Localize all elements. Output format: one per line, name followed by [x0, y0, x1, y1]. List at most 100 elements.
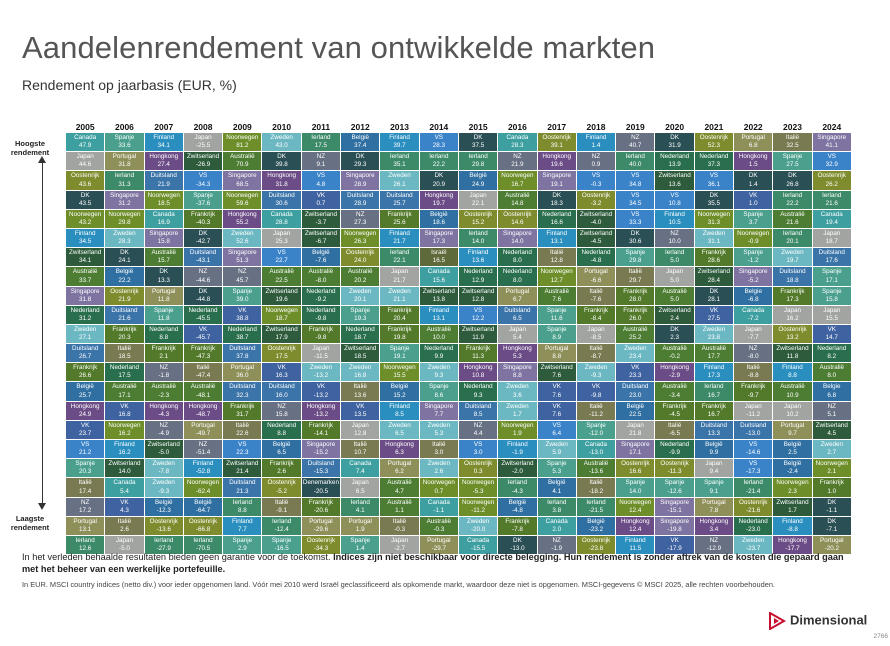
- return-cell: Ierland 31.3: [105, 171, 144, 190]
- cell-country: Zweden: [427, 421, 451, 429]
- return-cell: Noorwegen 18.7: [262, 305, 301, 324]
- cell-country: Australië: [426, 517, 452, 525]
- return-cell: Nederland -45.5: [183, 305, 223, 324]
- cell-country: Japan: [390, 536, 409, 544]
- cell-country: Zweden: [388, 421, 411, 429]
- cell-country: Duitsland: [229, 383, 256, 391]
- return-cell: België 6.5: [262, 440, 301, 459]
- highest-return-label: Hoogste rendement: [10, 139, 50, 157]
- return-cell: Hongkong 6.3: [380, 440, 419, 459]
- cell-country: Spanje: [625, 249, 646, 257]
- return-cell: NZ 15.8: [262, 401, 301, 420]
- return-cell: VK 7.6: [537, 382, 576, 401]
- cell-country: Finland: [74, 229, 96, 237]
- cell-return: 35.1: [393, 161, 406, 169]
- cell-return: -4.8: [590, 257, 602, 265]
- return-cell: Oostenrijk -21.6: [734, 497, 773, 516]
- cell-return: -43.1: [195, 257, 211, 265]
- cell-country: Frankrijk: [780, 287, 805, 295]
- cell-return: 17.5: [275, 353, 288, 361]
- cell-return: 8.8: [788, 372, 797, 380]
- cell-return: -6.8: [747, 295, 759, 303]
- cell-return: 16.2: [118, 449, 131, 457]
- cell-return: 20.1: [354, 295, 367, 303]
- cell-return: 9.3: [434, 372, 444, 380]
- return-cell: Oostenrijk -3.2: [576, 190, 616, 209]
- return-cell: Frankrijk 31.7: [223, 401, 262, 420]
- cell-return: 23.8: [707, 334, 721, 342]
- cell-return: 14.8: [511, 199, 524, 207]
- cell-return: 5.4: [120, 487, 129, 495]
- cell-country: Japan: [705, 460, 723, 468]
- cell-country: Spanje: [821, 287, 842, 295]
- cell-return: 37.3: [707, 161, 721, 169]
- cell-return: 17.5: [118, 372, 131, 380]
- return-cell: VK 16.8: [105, 401, 144, 420]
- cell-return: -0.2: [669, 353, 681, 361]
- cell-country: VK: [552, 402, 561, 410]
- year-header-2009: 2009: [232, 122, 252, 132]
- cell-return: -52.8: [195, 468, 211, 476]
- cell-return: -20.0: [470, 525, 486, 533]
- cell-return: -13.2: [313, 391, 329, 399]
- cell-country: Italië: [628, 268, 642, 276]
- cell-country: Nederland: [660, 153, 690, 161]
- cell-return: 18.7: [825, 238, 838, 246]
- cell-country: Zwitserland: [226, 460, 259, 468]
- return-cell: Spanje 5.3: [537, 459, 576, 478]
- cell-return: 6.5: [395, 430, 404, 438]
- cell-country: Australië: [583, 460, 609, 468]
- cell-return: -5.2: [276, 487, 288, 495]
- return-cell: Ierland 22.2: [419, 152, 458, 171]
- return-cell: Hongkong 3.4: [694, 516, 734, 535]
- cell-return: 35.5: [707, 199, 721, 207]
- cell-country: Japan: [744, 325, 762, 333]
- cell-country: Noorwegen: [108, 421, 141, 429]
- cell-country: Singapore: [227, 249, 257, 257]
- cell-return: -7.7: [747, 334, 759, 342]
- cell-country: Zweden: [781, 249, 804, 257]
- cell-return: 10.8: [668, 199, 681, 207]
- cell-country: Canada: [427, 498, 450, 506]
- cell-return: 17.3: [786, 295, 799, 303]
- cell-return: -12.9: [706, 545, 722, 553]
- return-cell: DK -42.7: [183, 228, 223, 248]
- cell-country: Frankrijk: [151, 345, 176, 353]
- cell-return: 39.7: [393, 142, 406, 150]
- return-cell: VS 34.8: [616, 171, 655, 190]
- return-cell: Noorwegen -0.9: [734, 228, 773, 248]
- cell-country: Oostenrijk: [306, 536, 336, 544]
- cell-return: 17.9: [275, 334, 288, 342]
- return-cell: Singapore 14.0: [498, 228, 537, 248]
- cell-return: -20.6: [313, 506, 329, 514]
- cell-return: 24.0: [354, 257, 367, 265]
- cell-return: 5.0: [670, 257, 679, 265]
- return-cell: Duitsland 16.0: [262, 382, 301, 401]
- return-cell: Hongkong -48.7: [183, 401, 223, 420]
- cell-return: 31.8: [118, 161, 131, 169]
- cell-country: Japan: [783, 306, 802, 314]
- cell-return: 20.1: [786, 238, 799, 246]
- cell-return: 34.1: [157, 142, 170, 150]
- cell-country: België: [587, 517, 605, 525]
- cell-country: DK: [788, 172, 797, 180]
- cell-return: 11.8: [157, 314, 170, 322]
- return-cell: Australië -13.6: [576, 459, 616, 478]
- return-cell: Frankrijk 28.6: [694, 248, 734, 267]
- return-cell: Duitsland 8.5: [458, 401, 498, 420]
- cell-country: VK: [316, 191, 326, 199]
- cell-return: 17.1: [825, 276, 838, 284]
- return-cell: Italië 29.7: [616, 267, 655, 286]
- cell-return: 18.6: [432, 218, 445, 226]
- cell-country: DK: [827, 517, 837, 525]
- cell-country: Zweden: [152, 479, 175, 487]
- cell-country: Hongkong: [306, 402, 336, 410]
- return-cell: Canada 15.6: [419, 267, 458, 286]
- cell-country: Spanje: [546, 306, 567, 314]
- cell-country: Japan: [351, 421, 369, 429]
- cell-return: 47.9: [79, 142, 92, 150]
- cell-country: Canada: [152, 210, 175, 218]
- return-cell: Zweden 2.7: [812, 440, 851, 459]
- cell-country: Duitsland: [740, 421, 767, 429]
- cell-country: Australië: [151, 249, 176, 257]
